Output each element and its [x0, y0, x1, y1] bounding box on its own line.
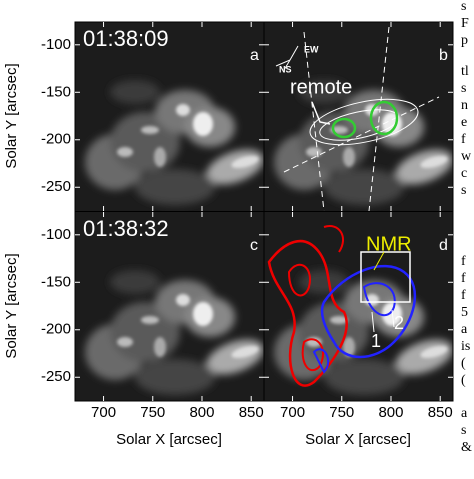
- side-text: w: [461, 149, 472, 164]
- y-tick-label: -200: [41, 321, 71, 338]
- timestamp: 01:38:32: [83, 216, 169, 241]
- contour: [331, 117, 357, 139]
- side-text: s: [461, 0, 466, 14]
- x-tick-label: 850: [239, 404, 264, 421]
- dashed-line: [303, 31, 325, 211]
- panel-letter: d: [439, 237, 448, 254]
- side-text: (: [461, 373, 466, 388]
- x-axis-label: Solar X [arcsec]: [305, 431, 411, 448]
- annotation: remote: [290, 76, 352, 98]
- dashed-line: [368, 26, 390, 211]
- y-axis-label: Solar Y [arcsec]: [3, 63, 20, 168]
- x-tick-label: 800: [378, 404, 403, 421]
- side-text: s: [461, 183, 466, 198]
- side-text: f: [461, 271, 466, 286]
- panel-letter: b: [439, 47, 448, 64]
- panel-letter: c: [250, 237, 258, 254]
- side-text: F: [461, 16, 469, 31]
- box: [360, 251, 411, 303]
- side-text: n: [461, 98, 468, 113]
- annotation: 1: [371, 331, 381, 351]
- side-text: e: [461, 115, 467, 130]
- y-tick-label: -150: [41, 83, 71, 100]
- annotation: EW: [304, 44, 319, 54]
- y-tick-label: -150: [41, 273, 71, 290]
- y-tick-label: -100: [41, 226, 71, 243]
- contour: [312, 282, 396, 374]
- side-text: &: [461, 440, 472, 455]
- x-tick-label: 700: [91, 404, 116, 421]
- y-axis-label: Solar Y [arcsec]: [3, 253, 20, 358]
- dashed-line: [283, 96, 440, 173]
- y-tick-label: -100: [41, 36, 71, 53]
- x-tick-label: 750: [329, 404, 354, 421]
- contour: [369, 100, 399, 136]
- side-text: s: [461, 81, 466, 96]
- y-tick-label: -250: [41, 368, 71, 385]
- x-tick-label: 850: [428, 404, 453, 421]
- x-tick-label: 700: [280, 404, 305, 421]
- side-text: f: [461, 288, 466, 303]
- x-tick-label: 750: [140, 404, 165, 421]
- side-text: 5: [461, 305, 468, 320]
- annotation: NS: [279, 64, 292, 74]
- annotation: NMR: [366, 233, 412, 255]
- contour: [287, 225, 344, 372]
- compass: [275, 45, 299, 71]
- side-text: a: [461, 406, 468, 421]
- x-tick-label: 800: [189, 404, 214, 421]
- side-text: c: [461, 166, 467, 181]
- y-tick-label: -250: [41, 178, 71, 195]
- side-text: f: [461, 132, 466, 147]
- annotation: 2: [394, 313, 404, 333]
- x-axis-label: Solar X [arcsec]: [116, 431, 222, 448]
- side-text: tl: [461, 64, 469, 79]
- side-text: a: [461, 322, 468, 337]
- contour: [267, 240, 348, 387]
- side-text: f: [461, 254, 466, 269]
- contour: [309, 98, 419, 146]
- contour: [320, 264, 417, 359]
- arrow: [371, 311, 375, 333]
- panel-letter: a: [250, 47, 259, 64]
- side-text: (: [461, 356, 466, 371]
- side-text: s: [461, 423, 466, 438]
- arrow: [373, 251, 385, 271]
- y-tick-label: -200: [41, 131, 71, 148]
- timestamp: 01:38:09: [83, 26, 169, 51]
- arrow: [311, 101, 331, 125]
- panel-image: [264, 212, 457, 401]
- panel-image: [264, 22, 457, 211]
- side-text: p: [461, 33, 468, 48]
- side-text: is: [461, 339, 470, 354]
- arrow: [391, 309, 395, 328]
